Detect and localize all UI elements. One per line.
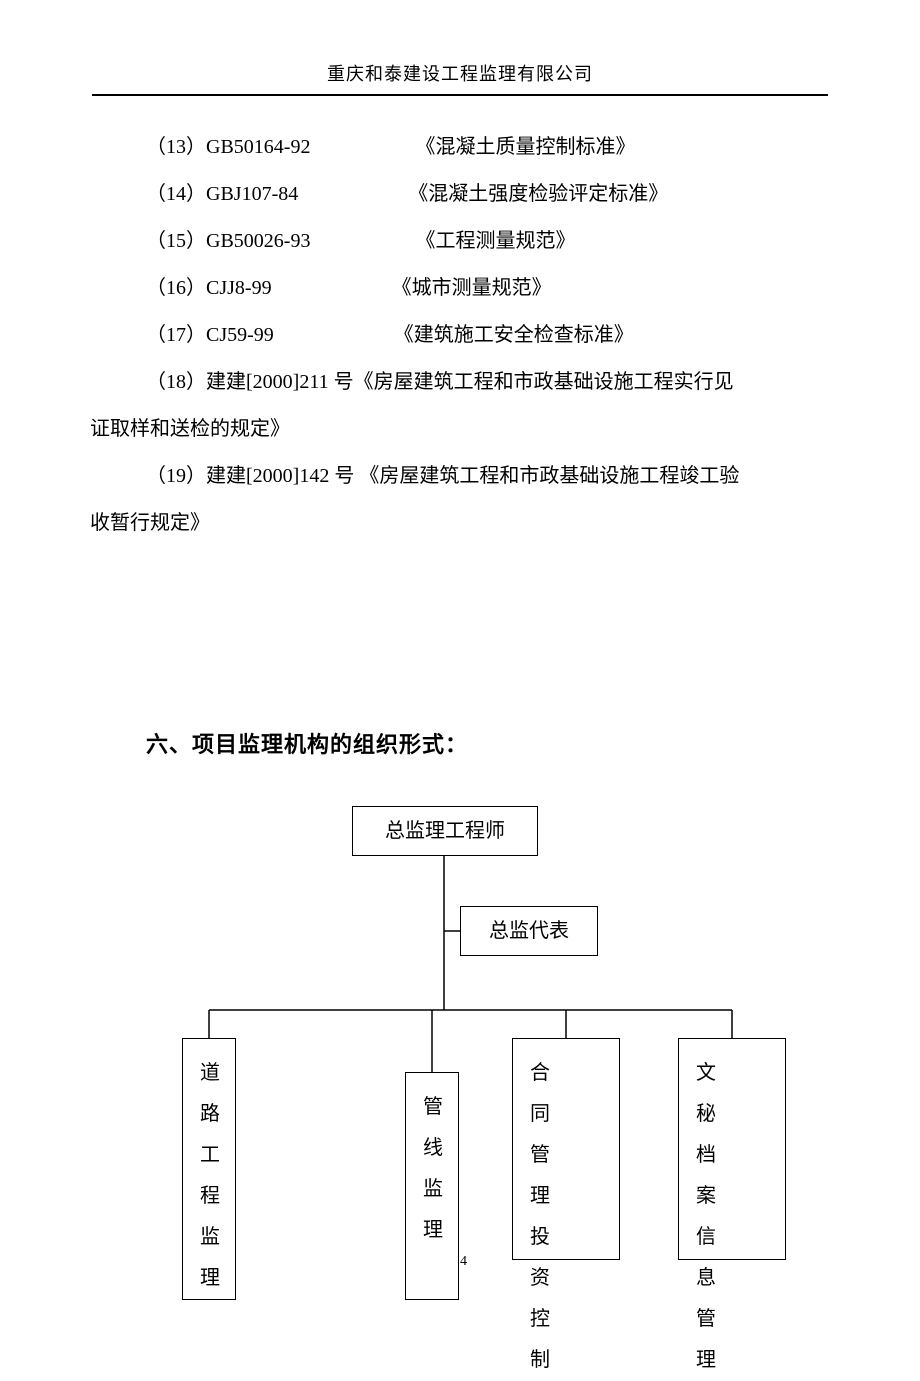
org-node: 合同管理投资控制	[512, 1038, 620, 1260]
org-node-column: 文秘档案	[679, 1053, 733, 1217]
org-node-label: 总监理工程师	[385, 815, 505, 847]
spec-item: （16）CJJ8-99 《城市测量规范》	[90, 265, 830, 312]
spec-item: （17）CJ59-99 《建筑施工安全检查标准》	[90, 312, 830, 359]
org-node-column: 信息管理	[679, 1217, 733, 1381]
spec-item: （13）GB50164-92 《混凝土质量控制标准》	[90, 124, 830, 171]
org-node: 总监理工程师	[352, 806, 538, 856]
section-heading: 六、项目监理机构的组织形式：	[146, 727, 830, 759]
header-rule	[92, 94, 828, 96]
spec-item: （15）GB50026-93 《工程测量规范》	[90, 218, 830, 265]
spec-item-multiline: （18）建建[2000]211 号《房屋建筑工程和市政基础设施工程实行见	[90, 359, 830, 406]
spec-item: （14）GBJ107-84 《混凝土强度检验评定标准》	[90, 171, 830, 218]
org-node-column: 投资控制	[513, 1217, 567, 1381]
org-node: 道路工程监理	[182, 1038, 236, 1300]
org-chart: 总监理工程师总监代表道路工程监理管线监理合同管理投资控制文秘档案信息管理4	[90, 806, 830, 1286]
spec-item-multiline: （19）建建[2000]142 号 《房屋建筑工程和市政基础设施工程竣工验	[90, 453, 830, 500]
org-node-label: 总监代表	[489, 915, 569, 947]
org-node: 管线监理	[405, 1072, 459, 1300]
org-node-column: 道路工程监理	[183, 1053, 237, 1299]
org-node-column: 管线监理	[406, 1087, 460, 1251]
spec-item-continuation: 证取样和送检的规定》	[90, 406, 830, 453]
page-number: 4	[460, 1254, 467, 1270]
org-node: 文秘档案信息管理	[678, 1038, 786, 1260]
org-node-column: 合同管理	[513, 1053, 567, 1217]
spec-item-continuation: 收暂行规定》	[90, 500, 830, 547]
company-header: 重庆和泰建设工程监理有限公司	[90, 60, 830, 94]
org-node: 总监代表	[460, 906, 598, 956]
